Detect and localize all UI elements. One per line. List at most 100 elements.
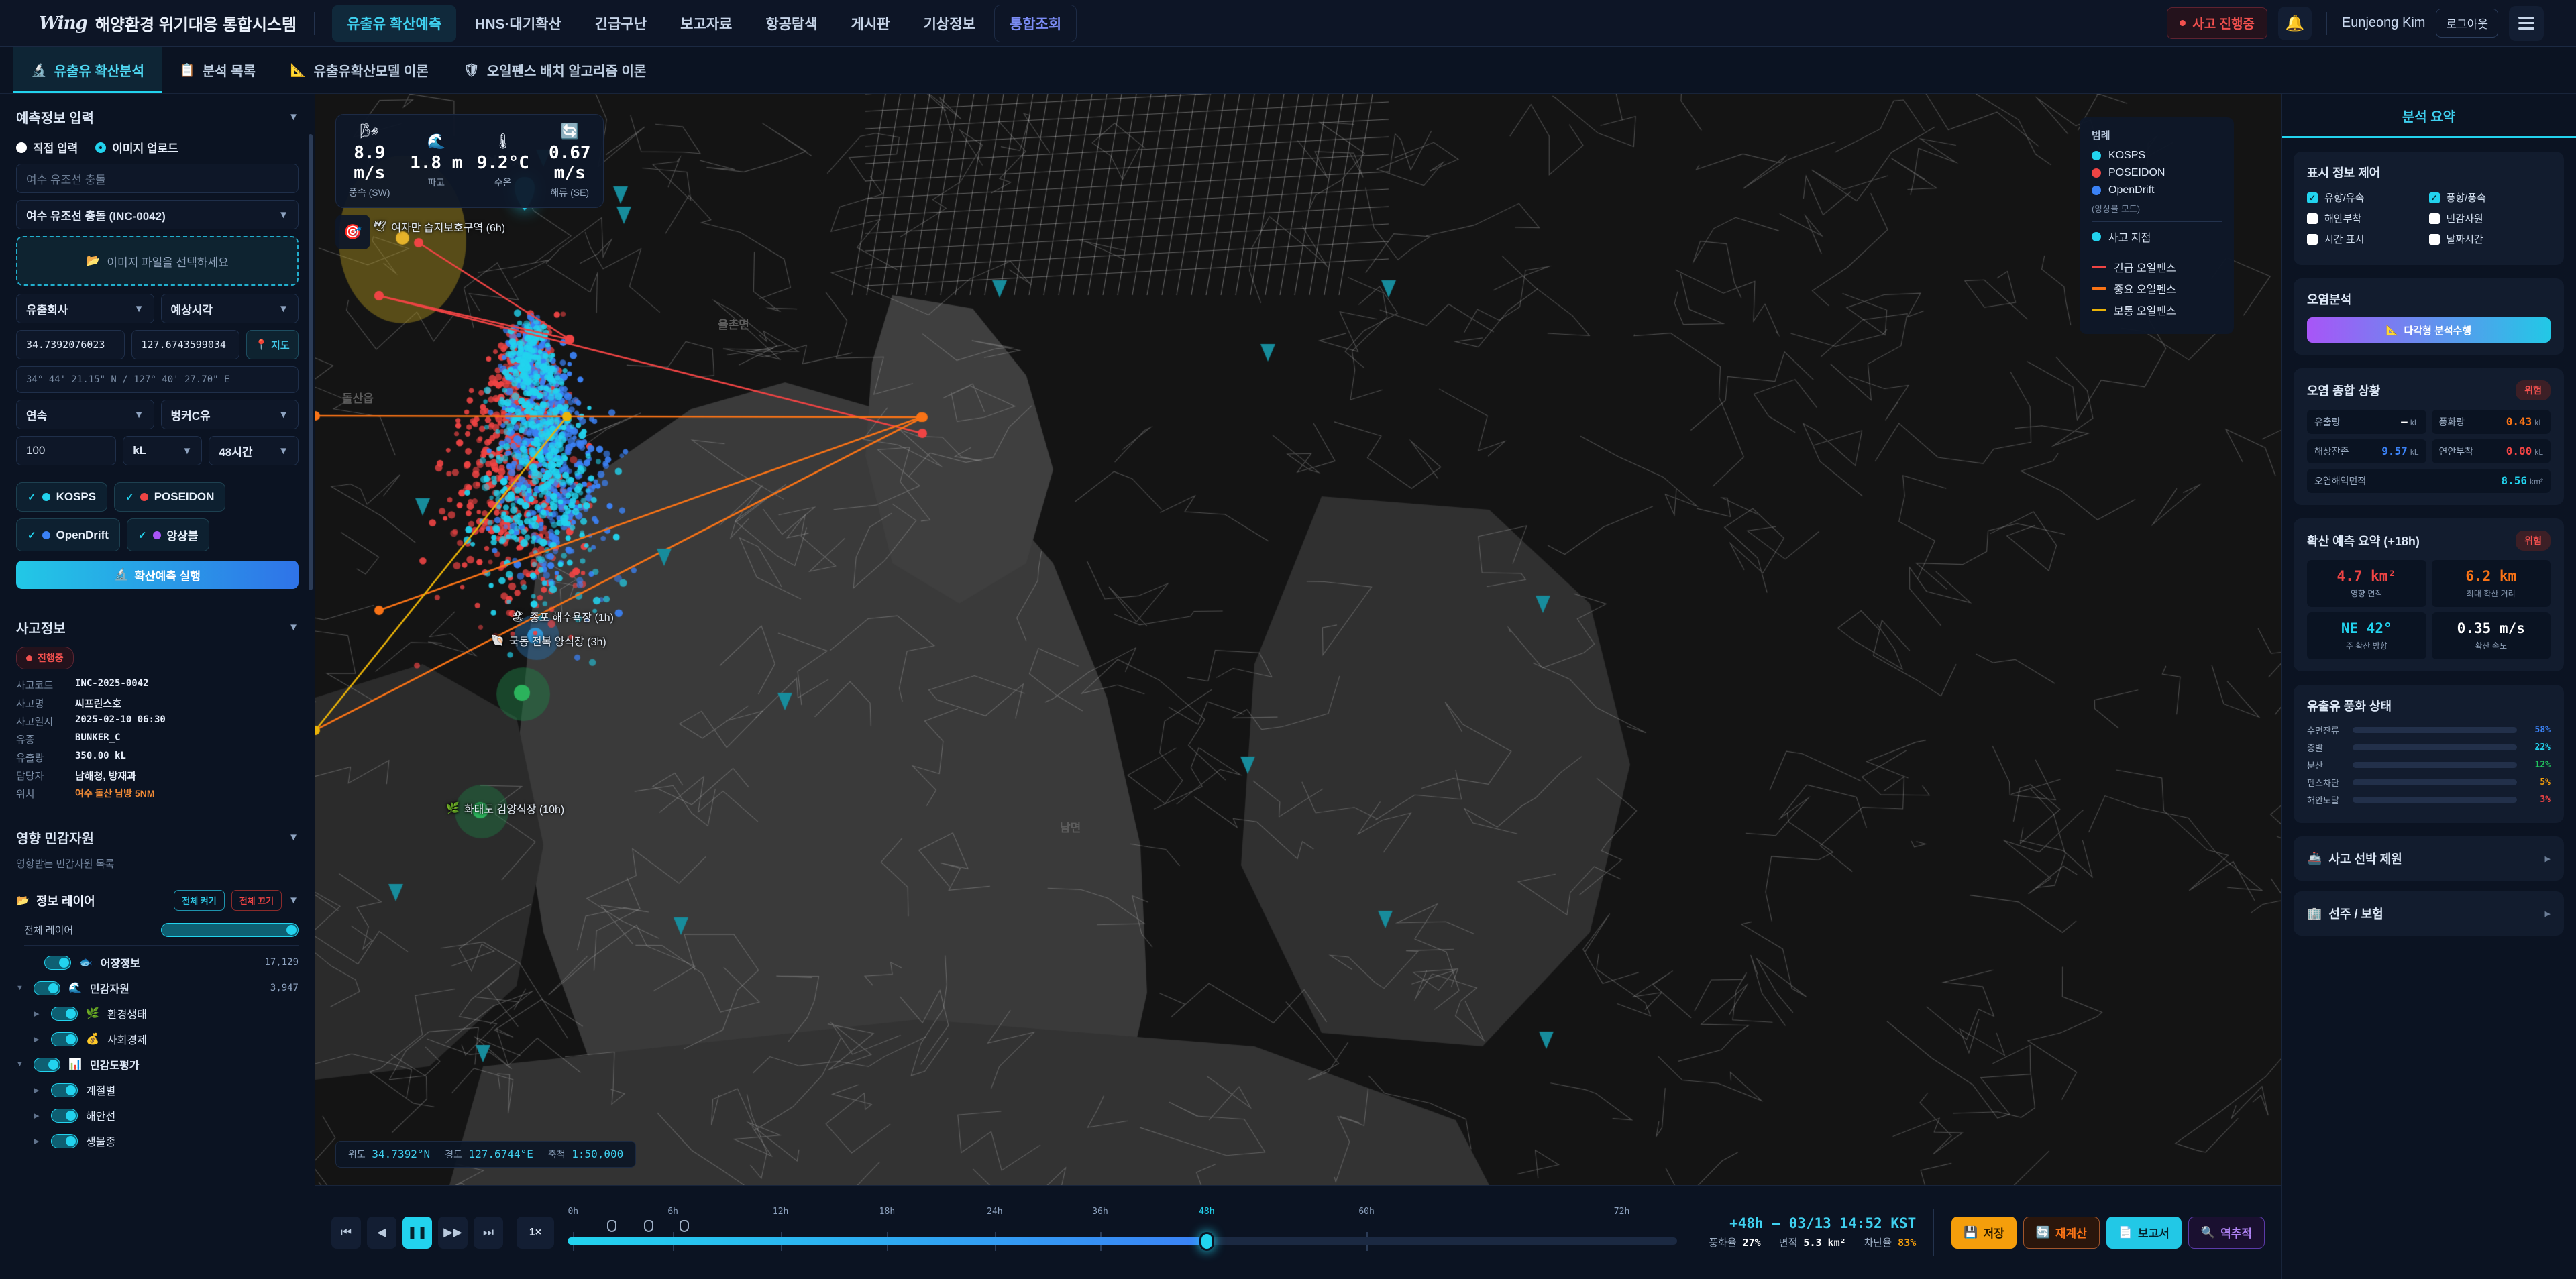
nav-item-board[interactable]: 게시판 [851, 16, 890, 32]
tab-model-theory[interactable]: 📐 유출유확산모델 이론 [273, 47, 446, 93]
tab-spill-analysis[interactable]: 🔬 유출유 확산분석 [13, 47, 162, 93]
image-dropzone[interactable]: 📂 이미지 파일을 선택하세요 [16, 236, 299, 286]
collapsible-owner-insurance[interactable]: 🏢 선주 / 보험 ▶ [2294, 891, 2564, 936]
expand-icon[interactable]: ▼ [16, 984, 23, 992]
playback-speed-button[interactable]: 1× [517, 1216, 554, 1249]
layer-row-species[interactable]: ▶ 생물종 [0, 1128, 315, 1154]
company-select[interactable]: 유출회사 ▼ [16, 294, 154, 323]
map-view[interactable]: 여수시 돌산읍 남면 율촌면 🕊 여자만 습지보호구역 (6h) 🏖 종포 해수… [315, 94, 2281, 1185]
nav-item-emergency[interactable]: 긴급구난 [594, 16, 647, 32]
longitude-input[interactable]: 127.6743599034 [131, 330, 239, 359]
backtrace-button[interactable]: 🔍 역추적 [2188, 1216, 2265, 1249]
chevron-down-icon[interactable]: ▼ [288, 622, 299, 633]
expand-icon[interactable]: ▶ [34, 1137, 40, 1146]
checkbox-shore-adhesion[interactable]: 해안부착 [2307, 211, 2429, 225]
nav-item-aerial[interactable]: 항공탐색 [765, 16, 818, 32]
model-chip-ensemble[interactable]: ✓ 앙상블 [126, 518, 210, 551]
spill-mode-select[interactable]: 연속 ▼ [16, 400, 154, 429]
toggle-layer[interactable] [34, 1057, 60, 1072]
chevron-right-icon[interactable]: ▶ [2544, 909, 2551, 918]
model-chip-kosps[interactable]: ✓ KOSPS [16, 482, 108, 512]
toggle-layer[interactable] [51, 1133, 78, 1148]
fast-forward-icon[interactable]: ▶▶ [438, 1216, 468, 1249]
timeline-marker[interactable] [643, 1219, 653, 1232]
duration-select[interactable]: 48시간 ▼ [209, 436, 299, 465]
polygon-analysis-button[interactable]: 📐 다각형 분석수행 [2307, 317, 2551, 343]
pick-on-map-button[interactable]: 📍 지도 [246, 330, 299, 359]
layer-row-sensitive[interactable]: ▼ 🌊 민감자원 3,947 [0, 975, 315, 1001]
expand-icon[interactable]: ▶ [34, 1111, 40, 1120]
nav-item-integrated[interactable]: 통합조회 [994, 4, 1077, 42]
nav-item-hns[interactable]: HNS·대기확산 [475, 16, 561, 32]
time-select[interactable]: 예상시각 ▼ [160, 294, 299, 323]
oil-type-select[interactable]: 벙커C유 ▼ [160, 400, 299, 429]
toggle-layer[interactable] [34, 981, 60, 995]
map-label-beach[interactable]: 🏖 종포 해수욕장 (1h) [511, 608, 614, 624]
model-chip-opendrift[interactable]: ✓ OpenDrift [16, 518, 120, 551]
hamburger-icon[interactable] [2509, 5, 2544, 41]
skip-start-icon[interactable]: ⏮ [331, 1216, 361, 1249]
predict-section-header[interactable]: 예측정보 입력 ▼ [0, 94, 315, 136]
map-label-wetland[interactable]: 🕊 여자만 습지보호구역 (6h) [373, 219, 505, 235]
run-prediction-button[interactable]: 🔬 확산예측 실행 [16, 561, 299, 589]
input-mode-radios[interactable]: 직접 입력 이미지 업로드 [0, 136, 315, 164]
right-panel[interactable]: 분석 요약 표시 정보 제어 ✓ 유향/유속 ✓ 풍향/풍속 해안부착 민감자원 [2281, 94, 2576, 1279]
layer-all-toggle-row[interactable]: 전체 레이어 [0, 917, 315, 942]
chevron-right-icon[interactable]: ▶ [2544, 854, 2551, 863]
timeline-track-wrap[interactable]: 0h 6h 12h 18h 24h 36h 48h 60h 72h [568, 1203, 1678, 1263]
map-label-abalone-farm[interactable]: 🐚 국동 전복 양식장 (3h) [491, 632, 606, 649]
logout-button[interactable]: 로그아웃 [2436, 9, 2498, 38]
expand-icon[interactable]: ▶ [34, 1086, 40, 1095]
layers-section-header[interactable]: 📂 정보 레이어 전체 켜기 전체 끄기 ▼ [0, 883, 315, 917]
target-icon[interactable]: 🎯 [335, 215, 370, 249]
map-canvas[interactable] [315, 94, 2281, 1185]
amount-input[interactable]: 100 [16, 436, 117, 465]
nav-item-oil-spill[interactable]: 유출유 확산예측 [332, 5, 457, 42]
incident-section-header[interactable]: 사고정보 ▼ [0, 604, 315, 647]
checkbox-time-display[interactable]: 시간 표시 [2307, 232, 2429, 246]
layer-row-coastline[interactable]: ▶ 해안선 [0, 1103, 315, 1128]
collapsible-vessel-specs[interactable]: 🚢 사고 선박 제원 ▶ [2294, 836, 2564, 881]
timeline-marker[interactable] [607, 1219, 617, 1232]
layer-row-ecology[interactable]: ▶ 🌿 환경생태 [0, 1001, 315, 1026]
toggle-layer[interactable] [51, 1006, 78, 1021]
radio-image-upload[interactable]: 이미지 업로드 [95, 139, 178, 156]
chevron-down-icon[interactable]: ▼ [288, 832, 299, 843]
layer-row-fishery[interactable]: 🐟 어장정보 17,129 [0, 950, 315, 975]
timeline-marker[interactable] [679, 1219, 689, 1232]
left-sidebar[interactable]: 예측정보 입력 ▼ 직접 입력 이미지 업로드 여수 유조선 충돌 여수 유조선… [0, 94, 315, 1279]
sensitive-section-header[interactable]: 영향 민감자원 ▼ [0, 814, 315, 856]
expand-icon[interactable]: ▼ [16, 1060, 23, 1068]
toggle-layer[interactable] [44, 955, 71, 970]
chevron-down-icon[interactable]: ▼ [288, 895, 299, 906]
nav-item-weather[interactable]: 기상정보 [923, 16, 975, 32]
pause-icon[interactable]: ❚❚ [402, 1216, 432, 1249]
toggle-layer[interactable] [51, 1032, 78, 1046]
skip-end-icon[interactable]: ⏭ [474, 1216, 503, 1249]
toggle-layer[interactable] [51, 1082, 78, 1097]
timeline-handle[interactable] [1199, 1231, 1214, 1251]
latitude-input[interactable]: 34.7392076023 [16, 330, 125, 359]
expand-icon[interactable]: ▶ [34, 1009, 40, 1018]
checkbox-current[interactable]: ✓ 유향/유속 [2307, 190, 2429, 205]
tab-analysis-list[interactable]: 📋 분석 목록 [162, 47, 273, 93]
save-button[interactable]: 💾 저장 [1951, 1216, 2017, 1249]
report-button[interactable]: 📄 보고서 [2106, 1216, 2182, 1249]
toggle-layer[interactable] [51, 1108, 78, 1123]
layer-row-socioeconomy[interactable]: ▶ 💰 사회경제 [0, 1026, 315, 1052]
radio-direct-input[interactable]: 직접 입력 [16, 139, 78, 156]
recalculate-button[interactable]: 🔄 재계산 [2023, 1216, 2100, 1249]
layer-row-sensitivity-eval[interactable]: ▼ 📊 민감도평가 [0, 1052, 315, 1077]
layers-all-on-button[interactable]: 전체 켜기 [174, 890, 225, 911]
timeline-track[interactable] [568, 1237, 1678, 1245]
checkbox-sensitive-resources[interactable]: 민감자원 [2428, 211, 2551, 225]
incident-select[interactable]: 여수 유조선 충돌 (INC-0042) ▼ [16, 200, 299, 229]
sidebar-scrollbar[interactable] [309, 134, 313, 590]
toggle-all-layers[interactable] [160, 923, 299, 937]
incident-name-input[interactable]: 여수 유조선 충돌 [16, 164, 299, 193]
layers-all-off-button[interactable]: 전체 끄기 [231, 890, 282, 911]
tab-boom-algorithm[interactable]: 🛡 오일펜스 배치 알고리즘 이론 [446, 47, 664, 93]
expand-icon[interactable]: ▶ [34, 1035, 40, 1044]
layer-row-seasonal[interactable]: ▶ 계절별 [0, 1077, 315, 1103]
model-chip-poseidon[interactable]: ✓ POSEIDON [114, 482, 226, 512]
